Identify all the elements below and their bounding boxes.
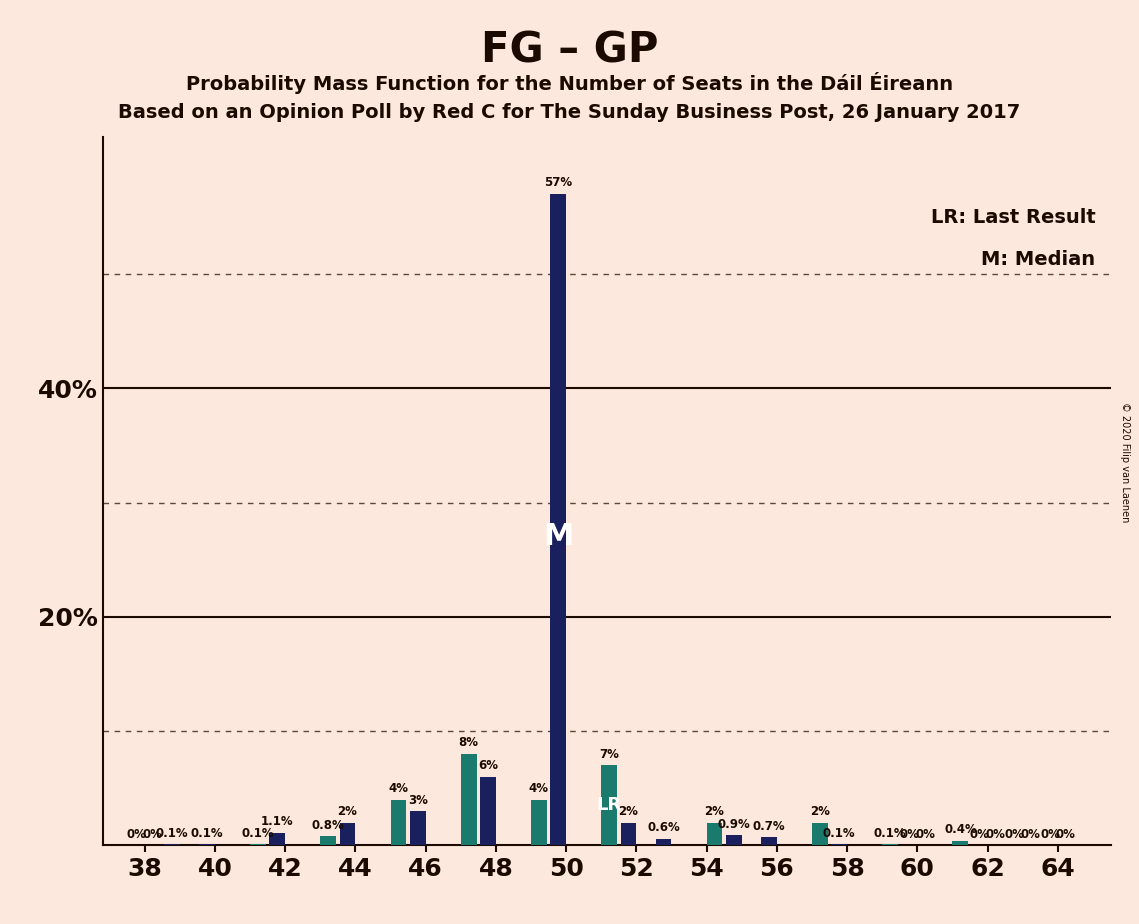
Text: 0.1%: 0.1% <box>190 827 223 840</box>
Bar <box>656 839 672 845</box>
Bar <box>320 836 336 845</box>
Text: FG – GP: FG – GP <box>481 30 658 71</box>
Bar <box>339 822 355 845</box>
Text: Based on an Opinion Poll by Red C for The Sunday Business Post, 26 January 2017: Based on an Opinion Poll by Red C for Th… <box>118 103 1021 122</box>
Text: 0.1%: 0.1% <box>241 827 274 840</box>
Text: 0%: 0% <box>126 828 147 841</box>
Text: 0%: 0% <box>969 828 990 841</box>
Text: LR: Last Result: LR: Last Result <box>931 208 1096 226</box>
Text: 0.6%: 0.6% <box>647 821 680 834</box>
Text: 2%: 2% <box>810 805 830 818</box>
Text: 0%: 0% <box>1005 828 1025 841</box>
Text: 0%: 0% <box>916 828 935 841</box>
Text: 8%: 8% <box>459 736 478 749</box>
Bar <box>952 841 968 845</box>
Bar <box>621 822 637 845</box>
Text: 0.1%: 0.1% <box>874 827 907 840</box>
Text: 0.4%: 0.4% <box>944 823 977 836</box>
Text: 1.1%: 1.1% <box>261 815 294 828</box>
Text: 57%: 57% <box>544 176 572 189</box>
Bar <box>706 822 722 845</box>
Text: 0%: 0% <box>1056 828 1075 841</box>
Text: 0.1%: 0.1% <box>156 827 188 840</box>
Text: M: M <box>543 522 573 552</box>
Text: 0%: 0% <box>900 828 919 841</box>
Bar <box>410 811 426 845</box>
Text: 0.1%: 0.1% <box>822 827 855 840</box>
Bar <box>480 777 495 845</box>
Text: 3%: 3% <box>408 794 427 807</box>
Text: 0.8%: 0.8% <box>312 819 344 832</box>
Bar <box>269 833 285 845</box>
Bar <box>550 194 566 845</box>
Text: 0.9%: 0.9% <box>718 818 751 831</box>
Bar <box>726 835 741 845</box>
Text: 7%: 7% <box>599 748 620 760</box>
Bar <box>391 800 407 845</box>
Bar <box>812 822 828 845</box>
Text: 0.7%: 0.7% <box>753 820 785 833</box>
Text: 2%: 2% <box>337 805 358 818</box>
Text: LR: LR <box>597 796 622 814</box>
Bar <box>461 754 476 845</box>
Text: 0%: 0% <box>142 828 163 841</box>
Text: 0%: 0% <box>1040 828 1060 841</box>
Text: M: Median: M: Median <box>982 250 1096 269</box>
Text: 0%: 0% <box>1021 828 1041 841</box>
Text: © 2020 Filip van Laenen: © 2020 Filip van Laenen <box>1121 402 1130 522</box>
Text: 4%: 4% <box>528 782 549 796</box>
Text: Probability Mass Function for the Number of Seats in the Dáil Éireann: Probability Mass Function for the Number… <box>186 72 953 94</box>
Bar <box>601 765 617 845</box>
Text: 6%: 6% <box>478 760 498 772</box>
Bar <box>761 837 777 845</box>
Text: 4%: 4% <box>388 782 409 796</box>
Text: 0%: 0% <box>985 828 1006 841</box>
Text: 2%: 2% <box>705 805 724 818</box>
Bar <box>531 800 547 845</box>
Text: 2%: 2% <box>618 805 638 818</box>
